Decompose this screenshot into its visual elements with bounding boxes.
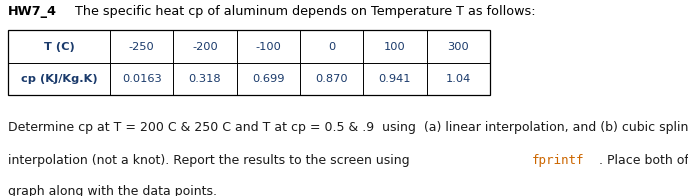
Text: 0: 0: [328, 42, 335, 52]
Text: interpolation (not a knot). Report the results to the screen using: interpolation (not a knot). Report the r…: [8, 154, 414, 167]
Text: The specific heat cp of aluminum depends on Temperature T as follows:: The specific heat cp of aluminum depends…: [72, 5, 536, 18]
Text: Determine cp at T = 200 C & 250 C and T at cp = 0.5 & .9  using  (a) linear inte: Determine cp at T = 200 C & 250 C and T …: [8, 121, 688, 133]
Text: 100: 100: [384, 42, 406, 52]
Text: cp (KJ/Kg.K): cp (KJ/Kg.K): [21, 74, 98, 84]
Text: . Place both of the curves on the: . Place both of the curves on the: [599, 154, 688, 167]
Text: 0.870: 0.870: [315, 74, 348, 84]
Text: 300: 300: [447, 42, 469, 52]
Text: 0.941: 0.941: [378, 74, 411, 84]
Text: 0.699: 0.699: [252, 74, 285, 84]
Text: 1.04: 1.04: [446, 74, 471, 84]
Text: graph along with the data points.: graph along with the data points.: [8, 185, 217, 196]
Text: T (C): T (C): [44, 42, 74, 52]
Text: 0.0163: 0.0163: [122, 74, 162, 84]
Text: -200: -200: [192, 42, 218, 52]
Text: -100: -100: [255, 42, 281, 52]
Text: -250: -250: [129, 42, 155, 52]
Text: HW7_4: HW7_4: [8, 5, 57, 18]
Text: 0.318: 0.318: [189, 74, 222, 84]
Text: fprintf: fprintf: [532, 154, 584, 167]
